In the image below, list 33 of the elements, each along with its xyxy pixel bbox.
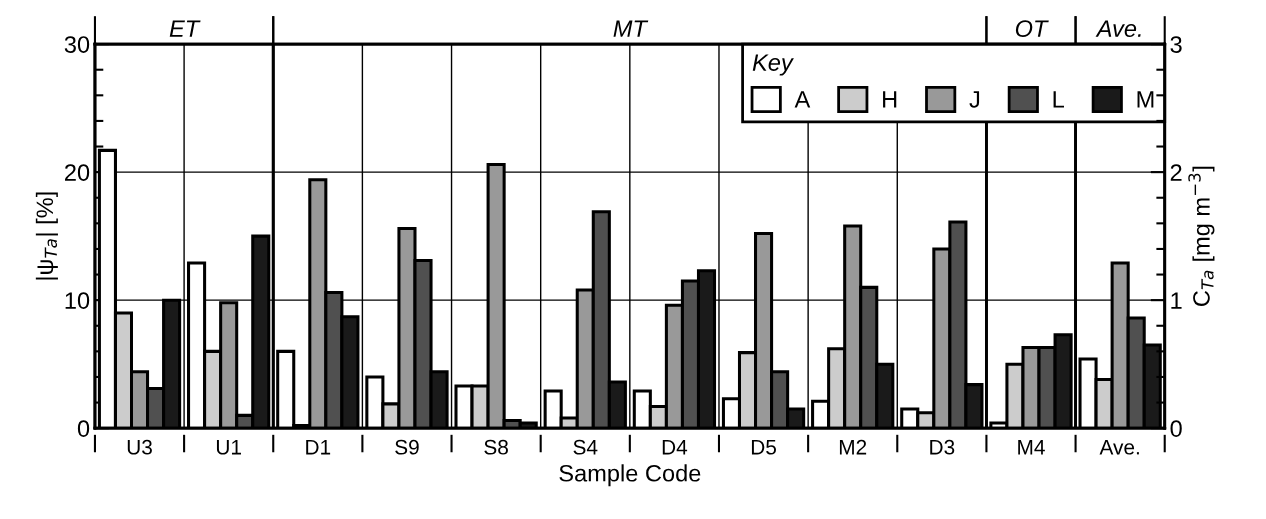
x-tick-label: D3 (930, 439, 955, 455)
y-tick-label: 10 (65, 292, 90, 309)
legend-label: A (794, 91, 811, 108)
x-axis-title: Sample Code (559, 464, 701, 487)
text: MT (613, 20, 649, 37)
y-tick-label: 30 (64, 36, 90, 53)
x-tick-label: U1 (216, 440, 241, 455)
x-tick-label: M4 (1018, 440, 1045, 455)
legend-title: Key (752, 54, 794, 76)
x-tick-label: D4 (662, 440, 688, 455)
y2-tick-label: 3 (1170, 36, 1182, 53)
legend-label: J (969, 91, 980, 108)
x-tick-label: D1 (306, 440, 331, 455)
x-tick-label: U3 (127, 439, 152, 455)
text: OT (1015, 20, 1049, 38)
text: ET (169, 20, 201, 37)
y-axis-title: |ψ$_{Ta}$| [%] (35, 192, 58, 280)
legend-label: H (883, 91, 897, 108)
y-tick-label: 20 (65, 164, 90, 181)
y2-tick-label: 0 (1170, 420, 1182, 437)
y-tick-label: 0 (77, 420, 90, 437)
y2-tick-label: 1 (1171, 292, 1182, 309)
text: Ave. (1095, 20, 1141, 38)
x-tick-label: S9 (395, 439, 419, 455)
legend-label: L (1053, 91, 1064, 108)
x-tick-label: S8 (484, 439, 508, 455)
y2-axis-title: C$_{Ta}$ [mg m$^{−3}$] (1188, 166, 1215, 307)
x-tick-label: S4 (573, 439, 598, 455)
x-tick-label: Ave. (1099, 440, 1139, 455)
legend-label: M (1137, 91, 1154, 108)
x-tick-label: D5 (751, 440, 776, 455)
y2-tick-label: 2 (1170, 164, 1182, 181)
x-tick-label: M2 (839, 439, 867, 455)
